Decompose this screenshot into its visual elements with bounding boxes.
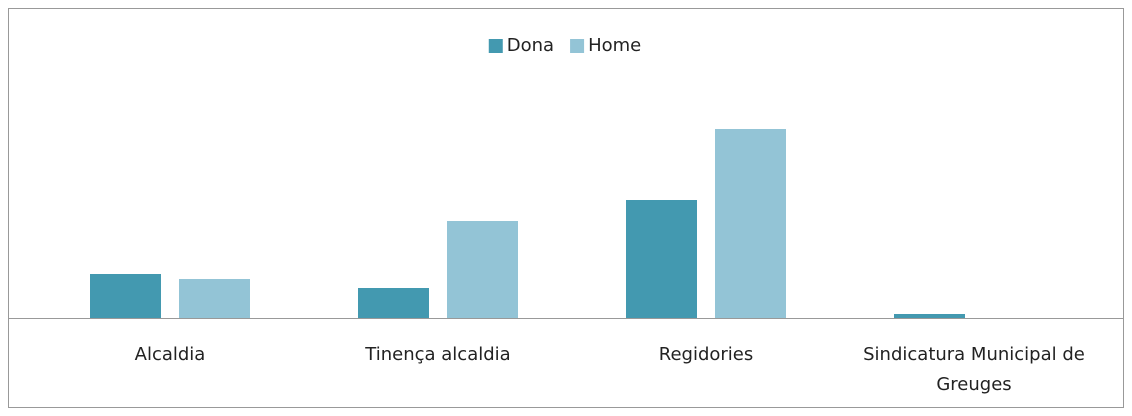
- legend-swatch: [488, 39, 503, 53]
- bar: [715, 129, 786, 318]
- x-tick-label: Sindicatura Municipal de Greuges: [863, 344, 1085, 395]
- x-tick-label: Tinença alcaldia: [365, 344, 511, 365]
- chart-frame: [8, 8, 1124, 408]
- bar: [179, 279, 250, 318]
- x-tick-label: Alcaldia: [134, 344, 206, 365]
- bar: [358, 288, 429, 318]
- bar: [626, 200, 697, 318]
- x-tick-label: Regidories: [658, 344, 754, 365]
- legend-label: Dona: [507, 35, 554, 56]
- bar: [90, 274, 161, 318]
- bar: [447, 221, 518, 318]
- legend-swatch: [570, 39, 585, 53]
- bar: [894, 314, 965, 318]
- legend-label: Home: [588, 35, 641, 56]
